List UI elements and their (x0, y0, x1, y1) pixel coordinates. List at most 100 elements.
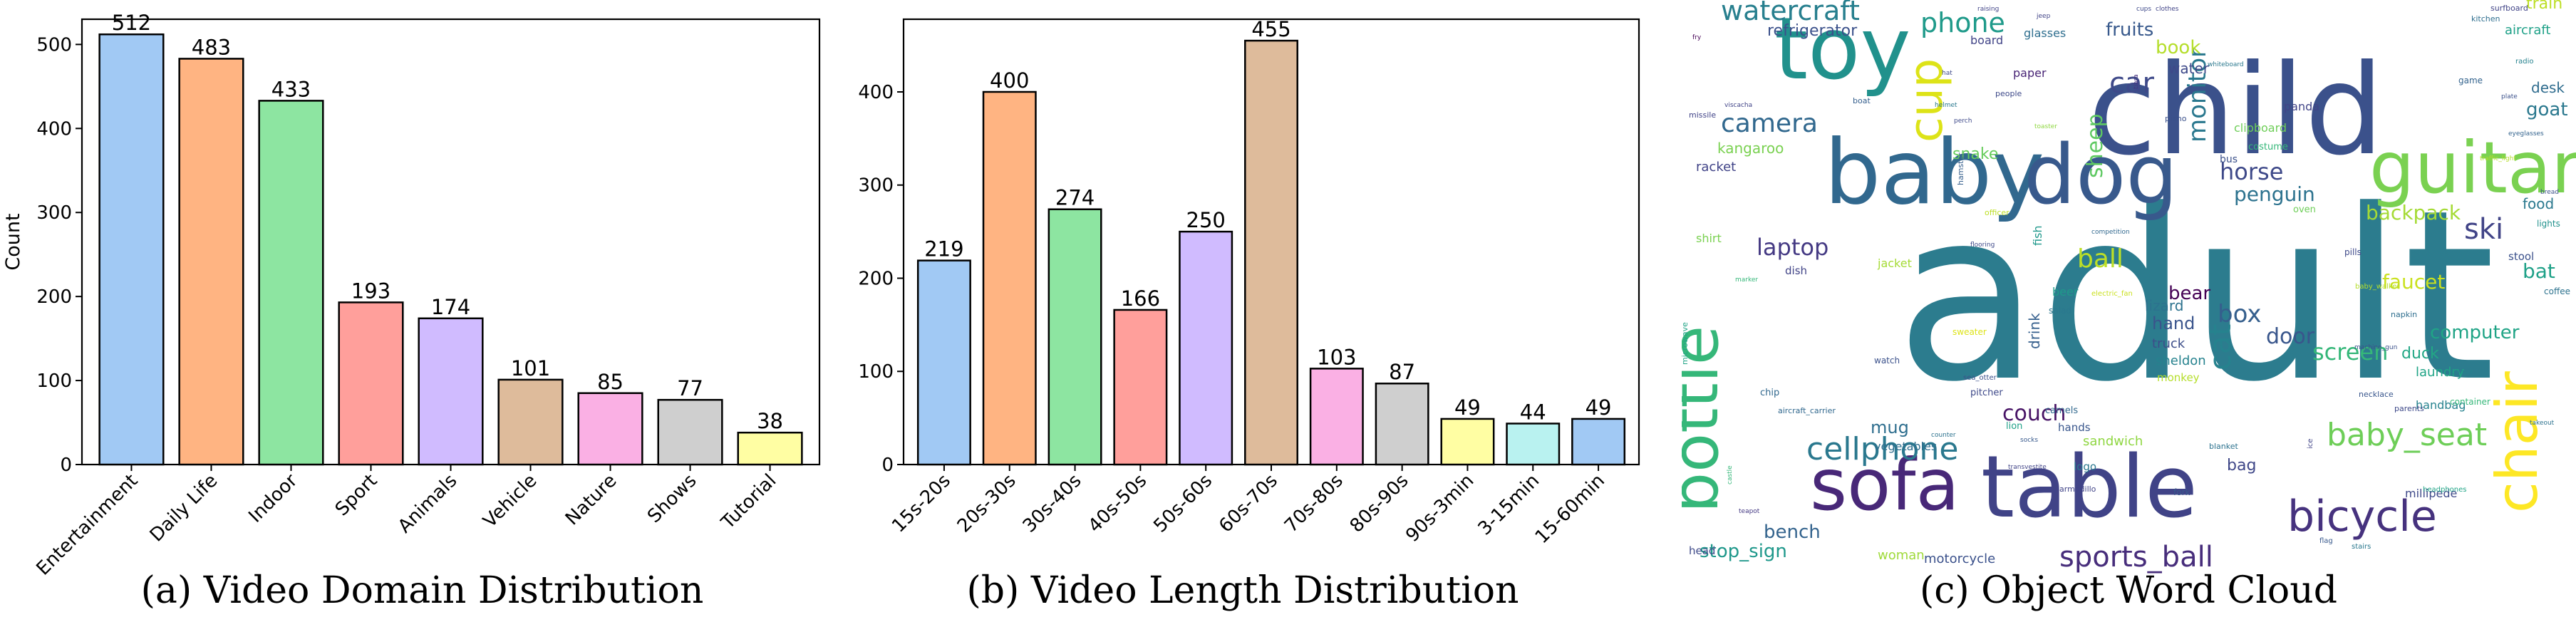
cloud-word: kitchen (2471, 14, 2500, 24)
length-bar-chart: 0100200300400Count21915s-20s40020s-30s27… (858, 17, 1640, 612)
cloud-word: table (1981, 438, 2198, 537)
cloud-word: sea_otter (1963, 374, 1997, 382)
cloud-word: salad (2049, 306, 2071, 316)
cloud-word: monkey (2157, 371, 2200, 384)
x-tick-label: Daily Life (146, 470, 222, 546)
bar-value-label: 103 (1317, 345, 1356, 369)
bar-value-label: 512 (112, 11, 151, 35)
bar (178, 58, 244, 466)
cloud-word: competition (2091, 229, 2130, 236)
y-axis-label: Count (2, 213, 24, 270)
bar-value-label: 49 (1454, 395, 1481, 420)
bar-value-label: 49 (1586, 395, 1612, 420)
cloud-word: baby_walker (2355, 283, 2400, 291)
cloud-word: machine_gun (2354, 344, 2397, 351)
cloud-word: refrigerator (1767, 22, 1858, 40)
y-tick-label: 100 (858, 361, 894, 383)
cloud-word: lizard (2145, 297, 2183, 314)
cloud-word: stool (2508, 250, 2534, 263)
cloud-word: bench (1764, 522, 1821, 543)
cloud-word: shirt (1696, 232, 1722, 245)
cloud-word: parents (2394, 404, 2424, 413)
bar (1506, 423, 1561, 466)
cloud-word: guitar (2369, 126, 2576, 209)
cloud-word: flooring (1970, 242, 1995, 249)
cloud-word: snake (1952, 145, 1998, 163)
cloud-word: child (2088, 38, 2384, 183)
cloud-word: eyeglasses (2508, 130, 2544, 138)
x-tick-label: 3-15min (1474, 470, 1544, 540)
bar-value-label: 483 (192, 35, 231, 59)
x-tick-label: 70s-80s (1281, 470, 1348, 537)
cloud-word: hands (2058, 421, 2091, 434)
cloud-word: aircraft_carrier (1778, 406, 1836, 415)
x-tick-label: 90s-3min (1402, 470, 1478, 546)
cloud-word: plate (2501, 93, 2518, 100)
x-tick-label: Nature (562, 470, 621, 530)
cloud-word: dog (2024, 128, 2178, 223)
cloud-word: transvestite (2008, 464, 2047, 471)
cloud-word: adult (1895, 160, 2495, 433)
cloud-word: board (1970, 33, 2003, 47)
bar (916, 259, 971, 466)
bar-value-label: 400 (990, 68, 1029, 93)
bar-value-label: 433 (271, 77, 311, 101)
cloud-word: helmet (1935, 102, 1957, 109)
cloud-word: vegetables (1874, 440, 1937, 453)
x-tick-label: 20s-30s (953, 470, 1020, 537)
cloud-word: traffic_light (2480, 155, 2516, 162)
cloud-word: oven (2293, 204, 2316, 215)
cloud-word: cups (2136, 6, 2151, 13)
cloud-word: stop_sign (1700, 541, 1787, 562)
cloud-word: kangaroo (1717, 140, 1784, 157)
cloud-word: fry (1692, 34, 1702, 41)
cloud-word: cup (1900, 58, 1953, 142)
cloud-word: missile (1689, 110, 1716, 120)
cloud-word: baby_seat (2327, 417, 2487, 453)
cloud-word: head (1689, 544, 1715, 557)
cloud-word: screen (2312, 338, 2388, 366)
y-tick-label: 300 (36, 202, 72, 224)
cloud-word: tiara (2133, 74, 2140, 89)
cloud-word: sports_ball (2059, 541, 2213, 574)
cloud-word: mug (1871, 418, 1909, 437)
cloud-word: car (2109, 67, 2155, 100)
cloud-word: takeout (2530, 420, 2555, 427)
cloud-word: box (2218, 300, 2261, 328)
x-tick-label: 80s-90s (1346, 470, 1413, 537)
cloud-word: bus (2220, 154, 2238, 165)
cloud-word: sandwich (2083, 434, 2143, 449)
cloud-word: fork (2173, 487, 2190, 497)
bar-value-label: 44 (1520, 400, 1546, 424)
cloud-word: bear (2168, 283, 2210, 304)
x-tick-label: 15s-20s (888, 470, 955, 537)
cloud-word: penguin (2234, 182, 2315, 206)
bar (418, 317, 484, 466)
x-tick-label: 15-60min (1531, 470, 1609, 548)
y-tick-label: 0 (881, 455, 894, 476)
bar (982, 90, 1037, 466)
cloud-word: marker (1735, 276, 1758, 284)
bar (98, 33, 165, 466)
cloud-word: goat (2526, 99, 2568, 120)
cloud-word: teapot (1739, 508, 1760, 515)
cloud-word: desk (2531, 79, 2565, 96)
y-tick-label: 0 (60, 455, 72, 476)
cloud-word: laptop (1757, 234, 1828, 261)
bar (1571, 418, 1626, 466)
cloud-word: drink (2026, 313, 2043, 349)
bar-value-label: 193 (351, 279, 390, 303)
bar (1113, 309, 1168, 466)
x-tick-label: Indoor (244, 470, 301, 527)
x-tick-label: 30s-40s (1019, 470, 1086, 537)
cloud-word: bicycle (2287, 492, 2437, 541)
bar (1179, 230, 1233, 466)
cloud-word: camels (2045, 405, 2078, 416)
bar-value-label: 250 (1186, 208, 1226, 232)
cloud-word: napkin (2391, 310, 2417, 319)
cloud-word: cellphone (1806, 431, 1958, 467)
cloud-word: water (2168, 60, 2210, 77)
cloud-word: aircraft (2505, 23, 2550, 38)
cloud-word: jeep (2036, 13, 2051, 20)
